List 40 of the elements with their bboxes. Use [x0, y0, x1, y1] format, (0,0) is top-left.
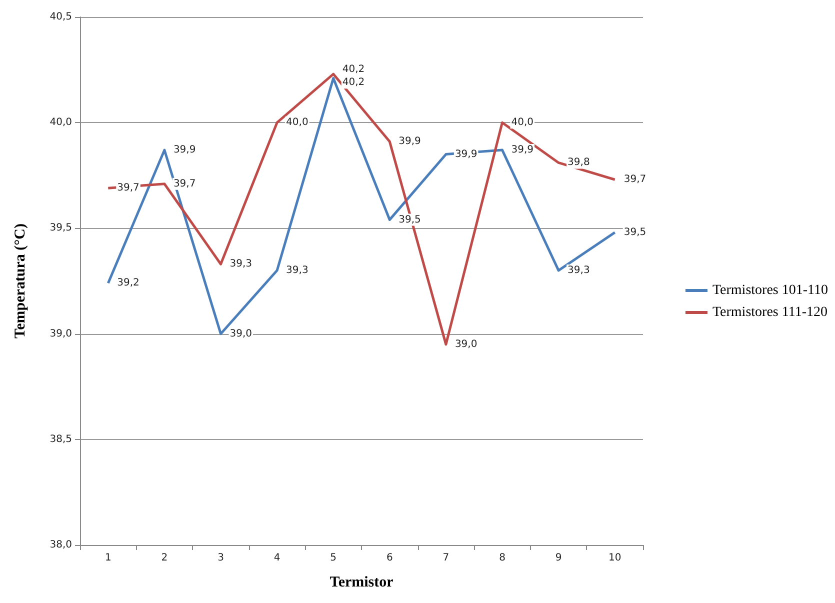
- data-label: 39,7: [624, 174, 646, 186]
- x-tick-label: 3: [218, 552, 224, 564]
- y-tick-label: 39,0: [50, 328, 72, 340]
- x-tick-label: 8: [499, 552, 506, 564]
- data-label: 39,5: [624, 226, 646, 238]
- x-tick-label: 5: [330, 552, 337, 564]
- legend-label: Termistores 111-120: [712, 305, 828, 320]
- y-tick-label: 40,0: [50, 117, 72, 128]
- data-label: 40,0: [286, 117, 308, 128]
- data-label: 39,0: [454, 338, 478, 350]
- x-axis-title: Termistor: [330, 574, 394, 590]
- data-label: 39,9: [454, 148, 478, 160]
- data-label: 39,9: [173, 144, 196, 156]
- data-label: 39,5: [398, 214, 421, 226]
- legend-label: Termistores 101-110: [712, 283, 828, 298]
- data-label: 39,7: [117, 182, 140, 194]
- x-tick-label: 9: [555, 552, 562, 564]
- data-label: 40,2: [342, 77, 365, 88]
- data-label: 39,8: [568, 157, 590, 168]
- x-tick-label: 7: [442, 552, 450, 564]
- data-label: 39,3: [286, 264, 308, 276]
- data-label: 40,0: [511, 117, 534, 128]
- data-label: 40,2: [342, 64, 365, 76]
- y-axis-title: Temperatura (°C): [12, 223, 28, 339]
- x-tick-label: 6: [386, 552, 393, 564]
- data-label: 39,9: [511, 144, 534, 156]
- data-label: 39,0: [230, 328, 252, 340]
- y-tick-label: 38,0: [50, 540, 72, 550]
- data-label: 39,3: [568, 264, 590, 276]
- data-label: 39,3: [230, 258, 252, 270]
- x-tick-label: 4: [274, 552, 280, 564]
- data-label: 39,9: [398, 136, 421, 148]
- y-tick-label: 40,5: [50, 12, 72, 22]
- x-tick-label: 10: [608, 552, 622, 564]
- data-label: 39,7: [173, 178, 196, 190]
- x-tick-label: 2: [161, 552, 168, 564]
- y-tick-label: 39,5: [50, 222, 72, 234]
- y-tick-label: 38,5: [50, 434, 72, 445]
- x-tick-label: 1: [104, 552, 112, 564]
- data-label: 39,2: [117, 278, 140, 289]
